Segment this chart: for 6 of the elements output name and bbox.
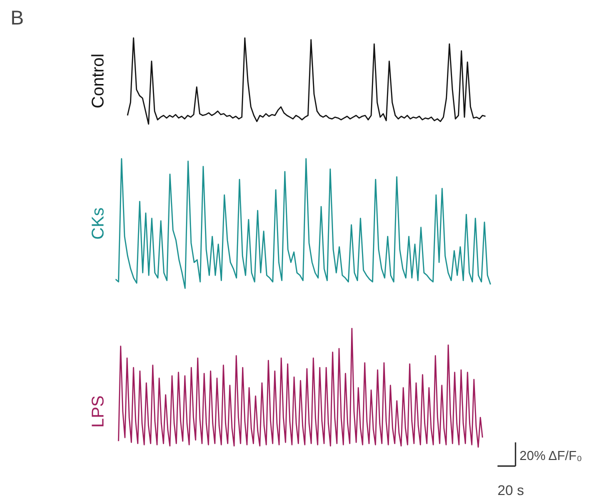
- y-axis-title: LPS: [88, 395, 108, 428]
- text: B: [10, 8, 24, 30]
- text: 20 s: [498, 482, 524, 498]
- y-axis-title: Control: [88, 54, 108, 108]
- y-axis-title: CKs: [88, 207, 108, 240]
- text: 20% ΔF/F₀: [520, 448, 582, 463]
